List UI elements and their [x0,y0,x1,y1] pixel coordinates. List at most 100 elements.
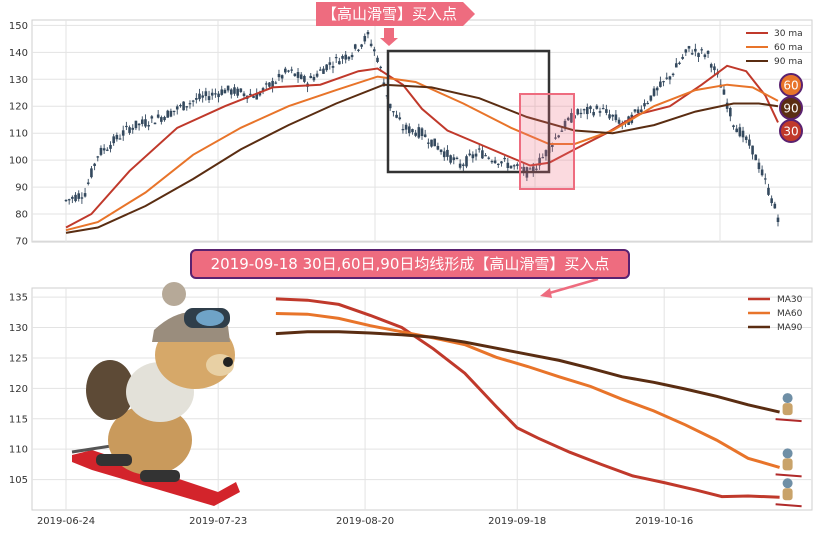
candle-body [640,109,643,113]
candle-body [398,117,402,120]
skier-ski [775,473,802,478]
candle-body [264,83,268,85]
candle-body [156,114,160,118]
candle-body [687,46,691,49]
skier-head [782,478,793,489]
bottom-ma-line [275,330,780,414]
bottom-chart-x-axis: 2019-06-24 2019-07-23 2019-08-20 2019-09-18… [37,516,693,527]
candle-body [748,139,751,146]
bottom-x-tick-label: 2019-09-18 [488,516,546,527]
candle-body [144,119,147,127]
bottom-y-tick-label: 110 [9,445,28,456]
candle-body [217,93,220,98]
candle-body [735,128,738,133]
candle-body [112,136,115,144]
candle-body [703,54,707,58]
candle-body [582,109,586,111]
candle-body [363,35,367,42]
candle-body [576,109,580,115]
candle-body [277,73,281,78]
skier-body [782,488,793,501]
small-skier-icons [775,393,802,508]
candle-body [322,68,325,74]
candle-body [674,63,678,68]
candle-body [261,88,265,91]
candle-body [96,156,100,158]
candle-body [312,76,316,81]
candle-body [388,103,392,109]
candle-body [140,119,144,124]
candle-body [185,106,189,108]
skier-head [782,448,793,459]
legend-label: 30 ma [774,29,803,39]
candle-body [541,157,545,159]
candle-body [252,95,255,98]
candle-body [318,69,322,71]
candle-body [299,74,303,79]
candle-body [481,150,484,159]
candle-body [767,187,770,195]
candle-body [198,93,201,100]
candle-body [83,193,87,197]
candle-body [137,123,141,126]
candle-body [71,196,74,199]
candle-body [195,98,198,100]
ma-badge-label: 30 [783,125,798,139]
candle-body [449,155,452,163]
candle-body [214,93,217,95]
candle-body [614,114,618,121]
candle-body [414,132,417,136]
candle-body [315,73,319,77]
candle-body [328,62,332,65]
candle-body [538,157,541,166]
candle-body [713,66,716,71]
candle-body [439,149,443,153]
candle-body [706,50,710,54]
candle-body [585,106,589,115]
candle-body [595,105,599,109]
candle-body [325,64,328,71]
bottom-ma-line [275,297,780,499]
candle-body [652,88,656,96]
candle-body [74,194,77,202]
candle-body [566,117,570,121]
candle-body [160,117,163,122]
candle-body [496,163,500,165]
candle-body [557,135,560,138]
candle-body [611,114,615,117]
skier-head [782,393,793,404]
candle-body [442,151,446,158]
candle-body [150,116,154,119]
candle-body [109,144,112,149]
candle-body [64,199,68,202]
candle-body [646,102,649,105]
candle-body [420,128,424,136]
top-y-tick-label: 100 [9,156,28,167]
candle-body [776,217,780,223]
candle-body [134,120,138,129]
candle-body [551,144,554,147]
candle-body [77,193,81,199]
candle-body [125,125,128,128]
candle-body [458,163,462,168]
candle-body [131,127,135,130]
candle-body [684,49,688,53]
candle-body [341,55,344,59]
candle-body [423,134,427,138]
candle-body [554,137,557,139]
candle-body [210,92,214,96]
candle-body [563,120,567,129]
candle-body [744,136,748,140]
candle-body [643,103,646,107]
candle-body [284,68,287,73]
candle-body [462,164,465,166]
bottom-y-tick-label: 135 [9,293,28,304]
candle-body [293,73,297,77]
candle-body [121,130,125,136]
top-banner: 【高山滑雪】买入点 [316,2,475,26]
candle-body [153,122,157,125]
candle-body [357,49,360,51]
candle-body [455,157,459,159]
bottom-x-tick-label: 2019-06-24 [37,516,95,527]
